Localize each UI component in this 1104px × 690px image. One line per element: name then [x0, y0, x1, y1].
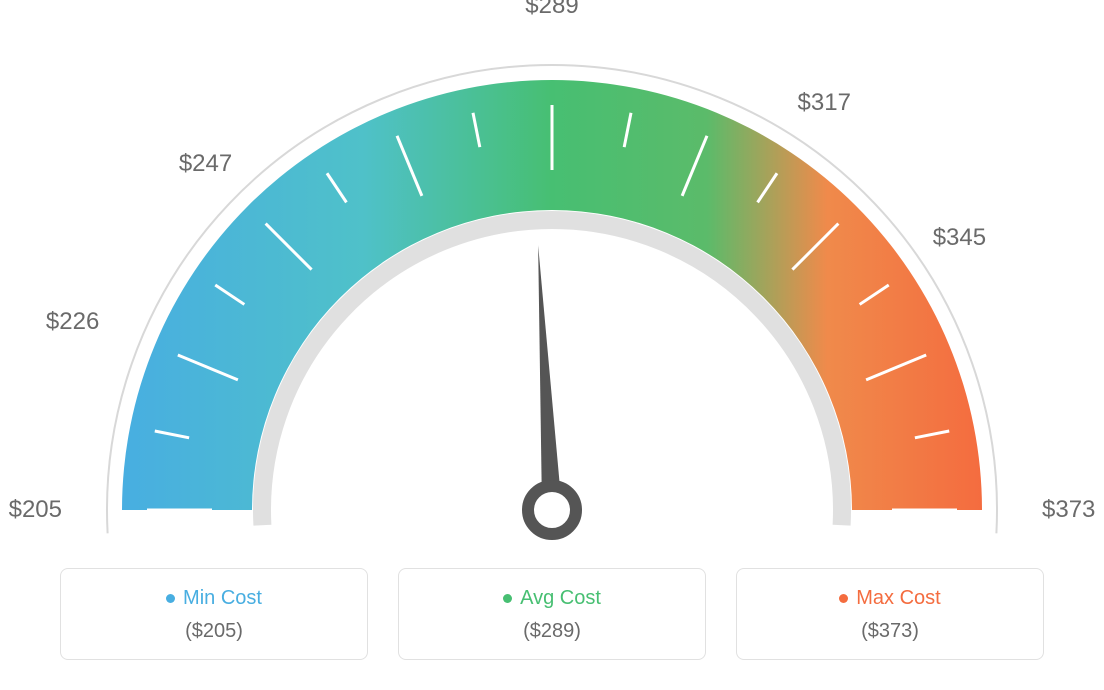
- legend-dot-avg: [503, 594, 512, 603]
- gauge-tick-label: $289: [525, 0, 578, 20]
- legend-card-max: Max Cost ($373): [736, 568, 1044, 660]
- legend-card-min: Min Cost ($205): [60, 568, 368, 660]
- gauge-tick-label: $373: [1042, 496, 1095, 524]
- legend-row: Min Cost ($205) Avg Cost ($289) Max Cost…: [60, 568, 1044, 660]
- legend-title-max: Max Cost: [839, 587, 940, 610]
- gauge-container: $205 $226 $247 $289 $317 $345 $373: [0, 0, 1104, 560]
- legend-value-max: ($373): [757, 620, 1023, 643]
- gauge-tick-label: $247: [179, 150, 232, 178]
- legend-value-min: ($205): [81, 620, 347, 643]
- legend-label-max: Max Cost: [856, 587, 940, 610]
- legend-card-avg: Avg Cost ($289): [398, 568, 706, 660]
- gauge-tick-label: $226: [46, 308, 99, 336]
- gauge-tick-label: $345: [933, 224, 986, 252]
- legend-value-avg: ($289): [419, 620, 685, 643]
- legend-label-min: Min Cost: [183, 587, 262, 610]
- legend-dot-min: [166, 594, 175, 603]
- legend-title-min: Min Cost: [166, 587, 262, 610]
- legend-dot-max: [839, 594, 848, 603]
- gauge-tick-label: $317: [798, 89, 851, 117]
- legend-title-avg: Avg Cost: [503, 587, 601, 610]
- gauge-svg: [52, 40, 1052, 580]
- legend-label-avg: Avg Cost: [520, 587, 601, 610]
- gauge-tick-label: $205: [9, 496, 62, 524]
